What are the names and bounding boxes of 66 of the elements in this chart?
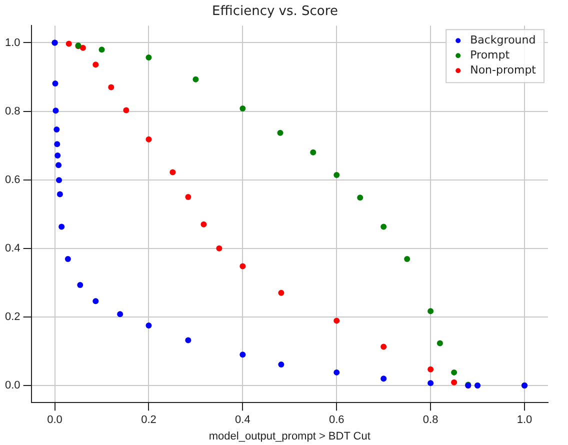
point bbox=[380, 344, 387, 350]
point bbox=[52, 108, 59, 114]
point bbox=[80, 44, 86, 51]
point bbox=[146, 322, 152, 328]
point bbox=[334, 318, 340, 324]
point bbox=[428, 308, 434, 314]
point bbox=[380, 376, 387, 382]
point bbox=[240, 352, 246, 358]
y-tick-label: 0.0 bbox=[4, 379, 20, 392]
point bbox=[64, 256, 71, 262]
point bbox=[56, 191, 63, 198]
point bbox=[451, 369, 458, 376]
y-tick-label: 1.0 bbox=[4, 36, 20, 49]
point bbox=[185, 337, 192, 344]
y-tick-label: 0.8 bbox=[4, 105, 20, 118]
point bbox=[310, 149, 316, 156]
point bbox=[92, 298, 99, 304]
x-tick-label: 1.0 bbox=[516, 414, 532, 426]
point bbox=[123, 107, 130, 114]
point bbox=[146, 54, 152, 60]
point bbox=[334, 369, 340, 376]
point bbox=[54, 152, 61, 158]
point bbox=[185, 194, 192, 200]
point bbox=[117, 311, 124, 318]
point bbox=[56, 177, 62, 184]
legend-label: Prompt bbox=[470, 48, 510, 62]
point bbox=[52, 80, 58, 87]
point bbox=[428, 366, 434, 372]
y-tick-label: 0.2 bbox=[4, 310, 20, 323]
point bbox=[146, 136, 152, 142]
point bbox=[56, 162, 62, 168]
y-tick-label: 0.6 bbox=[4, 174, 20, 186]
point bbox=[98, 46, 105, 53]
point bbox=[92, 62, 99, 68]
point bbox=[451, 379, 458, 386]
point bbox=[170, 169, 176, 176]
point bbox=[277, 130, 284, 136]
legend-label: Non-prompt bbox=[470, 63, 537, 76]
point bbox=[380, 224, 387, 230]
point bbox=[200, 221, 207, 228]
x-tick-label: 0.8 bbox=[422, 414, 438, 426]
point bbox=[58, 224, 65, 230]
y-tick-label: 0.4 bbox=[4, 242, 20, 254]
point bbox=[428, 380, 434, 386]
x-tick-label: 0.2 bbox=[141, 414, 156, 426]
point bbox=[108, 84, 114, 90]
x-tick-label: 0.4 bbox=[235, 414, 250, 426]
point bbox=[278, 362, 284, 368]
x-tick-label: 0.6 bbox=[328, 414, 344, 426]
point bbox=[334, 172, 340, 178]
point bbox=[278, 290, 284, 296]
point bbox=[216, 245, 222, 252]
point bbox=[240, 263, 246, 270]
point bbox=[54, 141, 60, 148]
point bbox=[54, 126, 60, 132]
point bbox=[436, 340, 443, 346]
x-tick-label: 0.0 bbox=[47, 414, 62, 426]
point bbox=[240, 106, 246, 112]
point bbox=[357, 194, 364, 201]
chart-title: Efficiency vs. Score bbox=[212, 4, 338, 20]
legend-label: Background bbox=[470, 33, 536, 46]
point bbox=[66, 40, 72, 47]
x-axis-title: model_output_prompt > BDT Cut bbox=[208, 430, 370, 442]
point bbox=[77, 282, 84, 288]
point bbox=[192, 76, 199, 82]
point bbox=[404, 256, 410, 262]
